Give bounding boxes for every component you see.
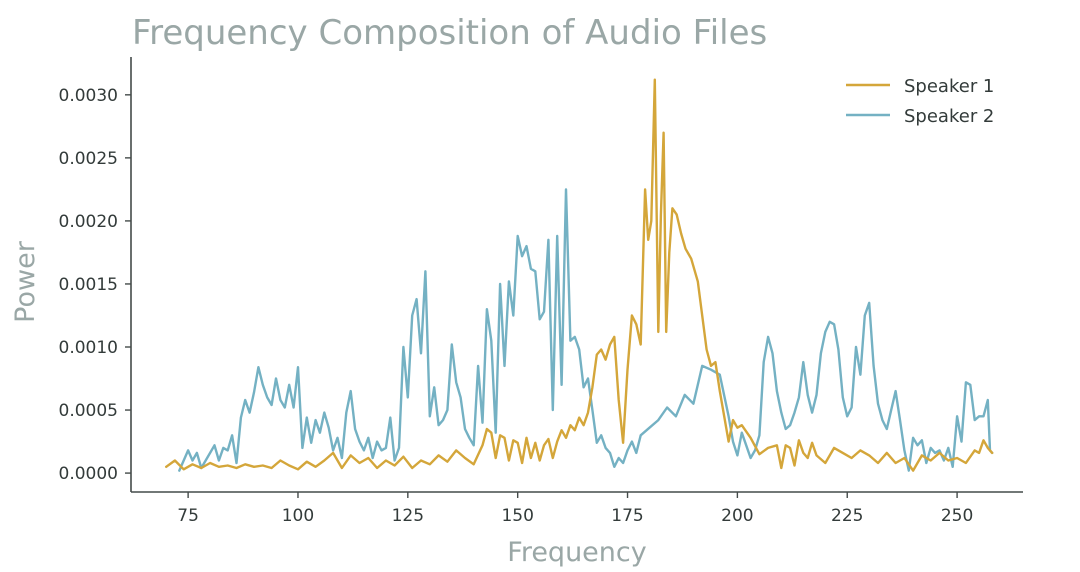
x-tick-label: 225 [831,506,863,526]
y-tick-label: 0.0005 [59,401,118,421]
x-axis-ticks: 75 100 125 150 175 200 225 250 [177,492,973,526]
y-tick-label: 0.0020 [59,212,118,232]
plot-area [165,78,994,472]
y-tick-label: 0.0010 [59,338,118,358]
x-axis-label: Frequency [507,537,647,568]
legend: Speaker 1 Speaker 2 [846,76,994,127]
x-tick-label: 125 [392,506,424,526]
y-axis-ticks: 0.0000 0.0005 0.0010 0.0015 0.0020 0.0025 0.00… [59,86,131,484]
y-tick-label: 0.0030 [59,86,118,106]
x-tick-label: 100 [282,506,314,526]
series-line-speaker-1 [165,78,994,472]
y-tick-label: 0.0000 [59,464,118,484]
x-tick-label: 75 [177,506,199,526]
y-tick-label: 0.0015 [59,275,118,295]
chart-title: Frequency Composition of Audio Files [132,13,767,53]
x-tick-label: 250 [941,506,973,526]
x-tick-label: 200 [721,506,753,526]
legend-label-2: Speaker 2 [904,106,994,127]
x-tick-label: 175 [611,506,643,526]
legend-label-1: Speaker 1 [904,76,994,97]
series-line-speaker-2 [178,188,994,472]
x-tick-label: 150 [501,506,533,526]
y-axis-label: Power [10,240,41,323]
y-tick-label: 0.0025 [59,149,118,169]
